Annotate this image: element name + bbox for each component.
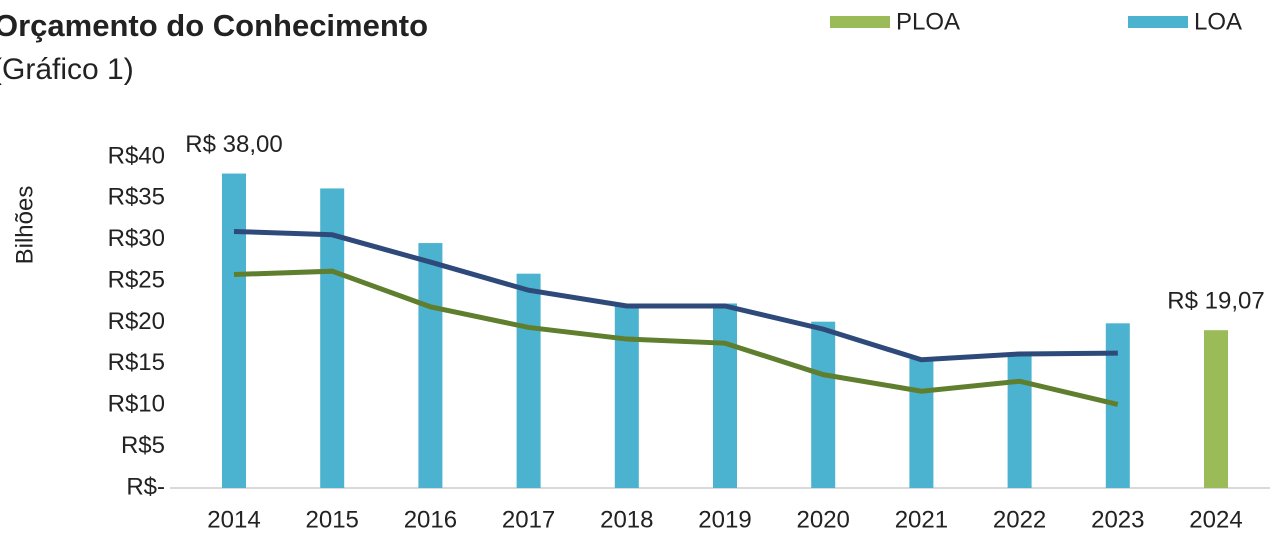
x-tick-label: 2023 bbox=[1091, 506, 1144, 533]
y-axis-label: Bilhões bbox=[11, 186, 38, 265]
y-tick-label: R$30 bbox=[108, 225, 165, 252]
y-tick-label: R$10 bbox=[108, 391, 165, 418]
bar bbox=[1105, 323, 1130, 488]
x-tick-label: 2021 bbox=[895, 506, 948, 533]
bar bbox=[614, 305, 639, 488]
y-tick-label: R$25 bbox=[108, 266, 165, 293]
y-tick-label: R$5 bbox=[121, 432, 165, 459]
x-tick-label: 2022 bbox=[993, 506, 1046, 533]
legend-label: PLOA bbox=[896, 8, 960, 35]
data-label: R$ 19,07 bbox=[1167, 288, 1264, 315]
data-label: R$ 38,00 bbox=[185, 131, 282, 158]
y-tick-label: R$40 bbox=[108, 142, 165, 169]
x-tick-label: 2016 bbox=[404, 506, 457, 533]
legend-label: LOA bbox=[1194, 8, 1242, 35]
x-tick-label: 2024 bbox=[1189, 506, 1242, 533]
x-tick-label: 2019 bbox=[698, 506, 751, 533]
line bbox=[233, 268, 1119, 407]
bar bbox=[222, 173, 246, 489]
x-tick-label: 2014 bbox=[207, 506, 260, 533]
bar bbox=[811, 321, 836, 488]
bar bbox=[1007, 353, 1032, 488]
bar bbox=[909, 358, 934, 488]
bar bbox=[713, 303, 737, 488]
legend-swatch bbox=[1128, 16, 1188, 28]
x-tick-label: 2015 bbox=[306, 506, 359, 533]
y-tick-label: R$- bbox=[126, 473, 165, 500]
bar bbox=[418, 243, 443, 488]
line bbox=[233, 228, 1118, 363]
chart-subtitle: (Gráfico 1) bbox=[0, 53, 134, 86]
chart-title: Orçamento do Conhecimento bbox=[0, 8, 428, 43]
bar bbox=[1204, 330, 1228, 488]
y-tick-label: R$20 bbox=[108, 308, 165, 335]
y-tick-label: R$35 bbox=[108, 184, 165, 211]
x-tick-label: 2020 bbox=[797, 506, 850, 533]
x-tick-label: 2018 bbox=[600, 506, 653, 533]
legend-swatch bbox=[830, 16, 890, 28]
y-tick-label: R$15 bbox=[108, 349, 165, 376]
x-tick-label: 2017 bbox=[502, 506, 555, 533]
bar bbox=[516, 273, 541, 488]
